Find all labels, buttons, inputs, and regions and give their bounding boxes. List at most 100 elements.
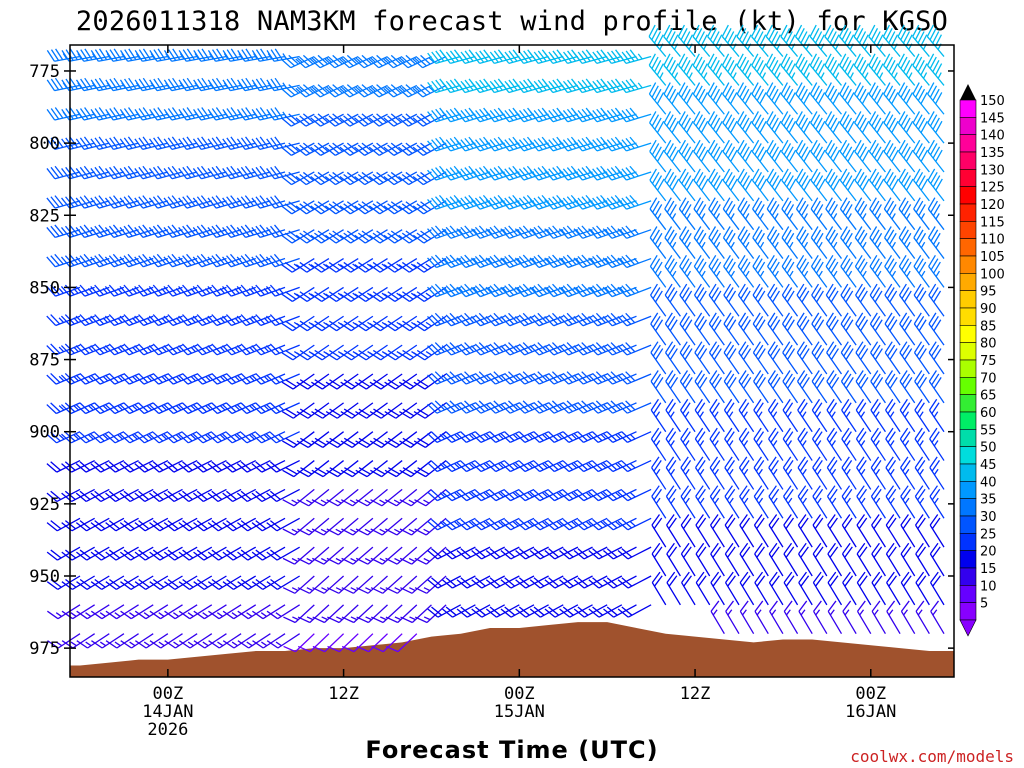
barb-full-feather — [50, 343, 61, 354]
barb-full-feather — [138, 49, 147, 61]
barb-full-feather — [138, 490, 149, 501]
barb-full-feather — [178, 581, 190, 590]
barb-full-feather — [200, 165, 210, 177]
barb-full-feather — [134, 109, 144, 121]
barb-full-feather — [148, 404, 160, 414]
wind-barb — [135, 633, 169, 649]
wind-barb — [104, 402, 139, 415]
wind-barb — [76, 546, 110, 561]
barb-shaft — [158, 344, 183, 356]
wind-barb — [192, 402, 227, 415]
barb-full-feather — [240, 343, 251, 354]
wind-barb — [46, 402, 81, 415]
barb-full-feather — [236, 374, 247, 385]
barb-full-feather — [79, 343, 90, 354]
barb-full-feather — [226, 520, 238, 530]
barb-full-feather — [186, 253, 196, 265]
barb-full-feather — [119, 404, 130, 414]
barb-full-feather — [50, 549, 62, 559]
barb-full-feather — [156, 224, 167, 236]
barb-half-feather — [87, 317, 94, 323]
barb-full-feather — [90, 345, 101, 356]
barb-full-feather — [142, 136, 152, 148]
barb-full-feather — [94, 343, 105, 354]
wind-barb — [251, 343, 286, 356]
barb-full-feather — [255, 490, 267, 501]
barb-full-feather — [134, 315, 145, 326]
barb-full-feather — [105, 581, 117, 590]
barb-full-feather — [153, 137, 162, 149]
barb-full-feather — [76, 640, 88, 649]
barb-full-feather — [104, 197, 115, 209]
barb-full-feather — [138, 137, 148, 149]
barb-full-feather — [94, 520, 106, 530]
barb-full-feather — [123, 402, 134, 413]
barb-shaft — [218, 604, 242, 620]
barb-shaft — [55, 315, 81, 327]
barb-shaft — [260, 344, 286, 356]
barb-half-feather — [87, 375, 94, 382]
wind-barb — [119, 459, 154, 473]
barb-half-feather — [70, 641, 77, 647]
barb-full-feather — [120, 640, 132, 649]
barb-full-feather — [181, 343, 193, 354]
wind-barb — [148, 343, 183, 356]
barb-full-feather — [201, 107, 210, 119]
barb-shaft — [202, 402, 227, 415]
barb-half-feather — [129, 612, 136, 617]
barb-full-feather — [120, 610, 132, 620]
barb-full-feather — [226, 108, 235, 120]
wind-barb — [46, 253, 81, 268]
barb-full-feather — [245, 136, 254, 148]
barb-half-feather — [246, 612, 253, 617]
wind-barb — [222, 314, 256, 327]
barb-full-feather — [105, 138, 114, 150]
barb-shaft — [145, 633, 169, 649]
barb-half-feather — [234, 288, 240, 294]
barb-full-feather — [237, 79, 246, 91]
barb-full-feather — [124, 49, 133, 61]
barb-full-feather — [207, 197, 217, 209]
barb-shaft — [84, 229, 110, 239]
barb-full-feather — [94, 225, 104, 237]
barb-full-feather — [182, 284, 192, 296]
wind-barb — [251, 284, 286, 297]
barb-full-feather — [157, 165, 167, 177]
barb-full-feather — [138, 520, 150, 530]
barb-shaft — [231, 431, 257, 444]
barb-full-feather — [138, 166, 148, 179]
barb-full-feather — [75, 522, 87, 532]
barb-half-feather — [102, 375, 109, 382]
wind-barb — [251, 517, 286, 532]
wind-barb — [266, 195, 300, 209]
barb-full-feather — [207, 463, 219, 473]
barb-full-feather — [167, 490, 179, 501]
barb-full-feather — [157, 136, 166, 148]
barb-full-feather — [109, 578, 121, 588]
barb-shaft — [217, 402, 242, 415]
wind-barb — [149, 604, 183, 620]
barb-shaft — [233, 604, 257, 620]
wind-barb — [208, 633, 242, 649]
barb-full-feather — [123, 255, 134, 266]
barb-full-feather — [255, 196, 265, 208]
barb-half-feather — [146, 375, 153, 382]
barb-full-feather — [273, 253, 284, 265]
barb-shaft — [188, 459, 213, 473]
barb-shaft — [187, 315, 213, 327]
barb-full-feather — [186, 136, 196, 148]
barb-full-feather — [226, 137, 236, 149]
barb-full-feather — [270, 225, 280, 237]
barb-full-feather — [163, 50, 173, 62]
barb-full-feather — [192, 197, 202, 209]
barb-half-feather — [161, 288, 167, 294]
barb-full-feather — [171, 224, 181, 236]
barb-half-feather — [131, 317, 138, 323]
barb-shaft — [232, 459, 257, 473]
barb-full-feather — [251, 492, 263, 502]
barb-shaft — [129, 431, 154, 444]
barb-shaft — [218, 546, 242, 561]
barb-full-feather — [109, 137, 118, 149]
barb-shaft — [173, 431, 198, 444]
barb-shaft — [216, 257, 242, 268]
